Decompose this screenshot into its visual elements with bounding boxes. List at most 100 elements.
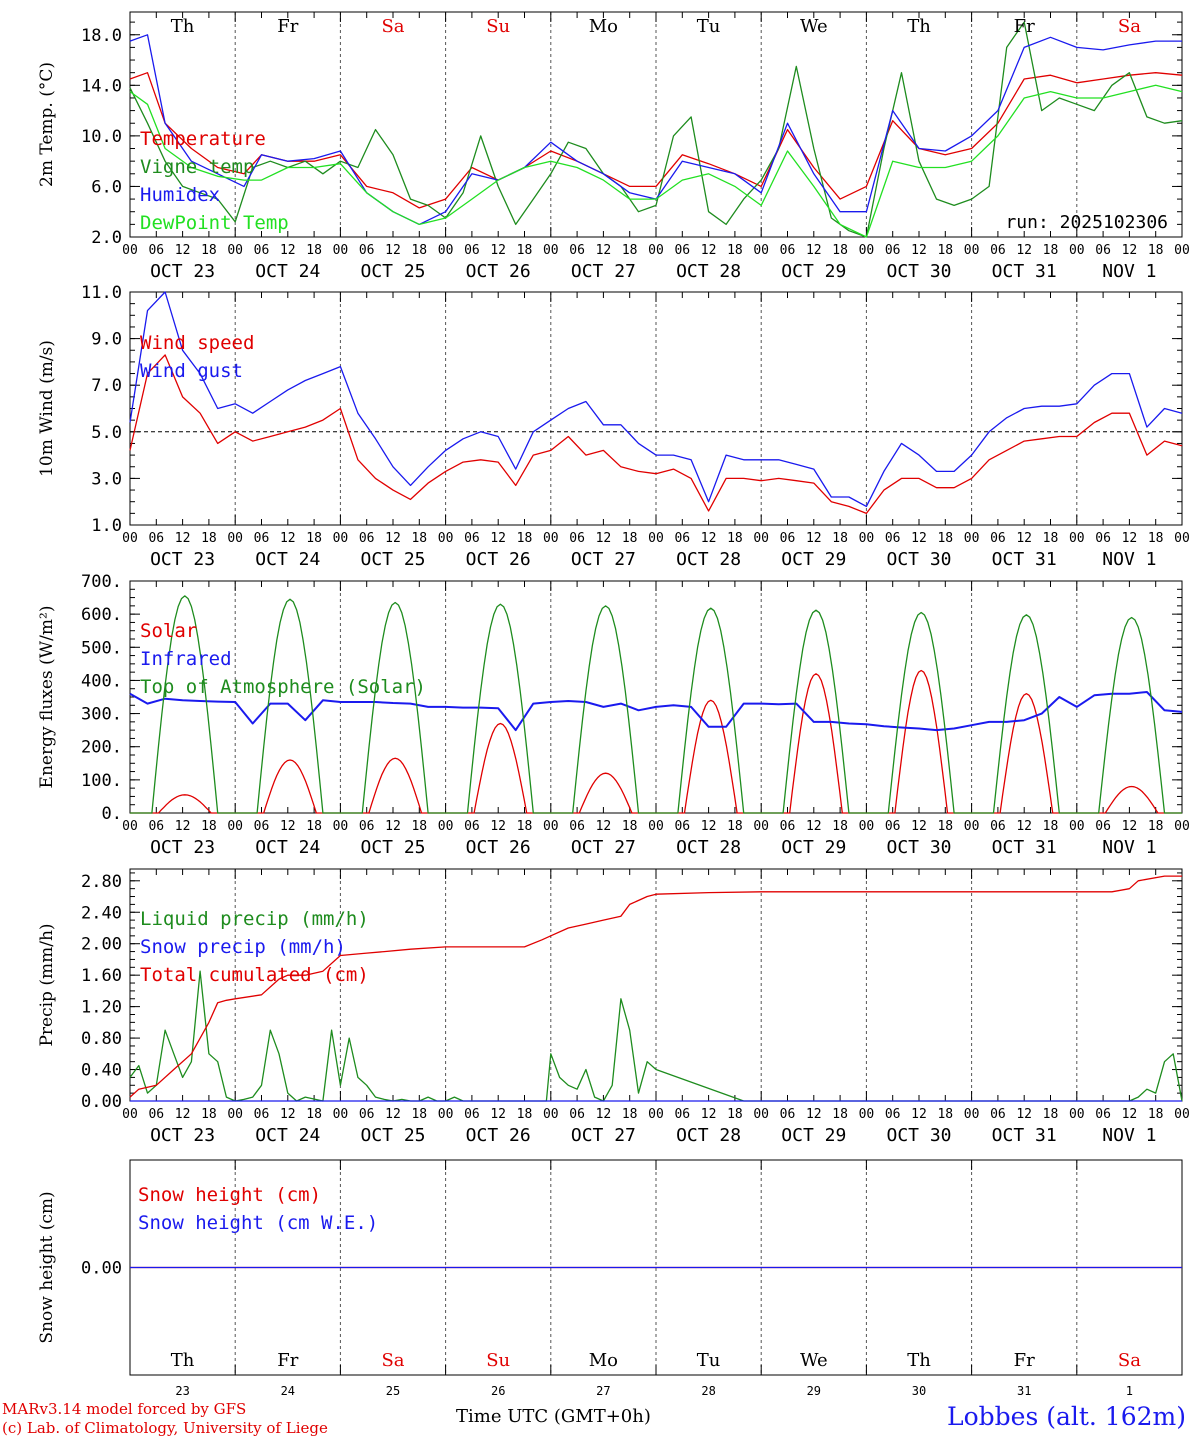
ytick-label: 0.80 [81,1029,122,1049]
hour-label: 18 [1043,819,1059,834]
hour-label: 12 [701,531,717,546]
hour-label: 12 [806,243,822,258]
hour-label: 00 [438,1107,454,1122]
hour-label: 00 [1069,819,1085,834]
legend-entry: Snow height (cm W.E.) [138,1212,378,1234]
hour-label: 00 [753,819,769,834]
date-label: OCT 31 [992,261,1057,282]
day-number: 26 [491,1384,505,1398]
hour-label: 18 [306,243,322,258]
hour-label: 00 [964,819,980,834]
legend-entry: DewPoint Temp [140,212,289,234]
hour-label: 00 [122,1107,138,1122]
ytick-label: 200. [81,738,122,758]
hour-label: 06 [674,243,690,258]
date-label: OCT 31 [992,837,1057,858]
day-name: Sa [1118,16,1141,37]
hour-label: 12 [911,819,927,834]
ytick-label: 9.0 [91,330,122,350]
hour-label: 12 [701,1107,717,1122]
hour-label: 18 [517,1107,533,1122]
hour-label: 06 [885,243,901,258]
hour-label: 18 [1148,819,1164,834]
hour-label: 00 [648,819,664,834]
series-line-total-cumulated-cm- [129,875,1182,1098]
date-label: NOV 1 [1102,261,1156,282]
legend-entry: Temperature [140,128,266,150]
hour-label: 00 [333,1107,349,1122]
hour-label: 00 [648,531,664,546]
hour-label: 00 [1174,243,1190,258]
hour-label: 00 [859,243,875,258]
legend-entry: Vigne temp [140,156,254,178]
series-line-dewpoint-temp [129,84,1183,238]
hour-label: 12 [806,1107,822,1122]
hour-label: 06 [359,531,375,546]
hour-label: 12 [911,243,927,258]
hour-label: 06 [990,531,1006,546]
footer-station: Lobbes (alt. 162m) [946,1402,1186,1431]
hour-label: 12 [280,531,296,546]
hour-label: 06 [148,819,164,834]
day-name: Th [171,16,195,37]
hour-label: 00 [753,1107,769,1122]
legend-entry: Snow precip (mm/h) [140,936,346,958]
series-line-infrared [129,691,1183,732]
hour-label: 12 [280,243,296,258]
hour-label: 18 [622,819,638,834]
hour-label: 18 [937,819,953,834]
hour-label: 18 [201,531,217,546]
hour-label: 06 [569,243,585,258]
series-line-wind-gust [129,291,1183,508]
hour-label: 06 [990,819,1006,834]
hour-label: 06 [885,819,901,834]
date-label: OCT 26 [466,261,531,282]
hour-label: 00 [333,243,349,258]
ylabel: 10m Wind (m/s) [37,340,57,477]
day-name: Sa [381,1350,404,1371]
hour-label: 00 [438,531,454,546]
ytick-label: 7.0 [91,376,122,396]
hour-label: 18 [832,1107,848,1122]
hour-label: 18 [1043,531,1059,546]
day-name: We [800,16,828,37]
hour-label: 00 [438,243,454,258]
hour-label: 18 [727,1107,743,1122]
hour-label: 06 [464,531,480,546]
hour-label: 00 [859,1107,875,1122]
ytick-label: 1.20 [81,998,122,1018]
hour-label: 18 [306,1107,322,1122]
ytick-label: 500. [81,638,122,658]
date-label: OCT 23 [150,1125,215,1146]
footer-lab: (c) Lab. of Climatology, University of L… [2,1419,328,1437]
hour-label: 12 [1016,1107,1032,1122]
date-label: OCT 29 [781,837,846,858]
date-label: OCT 23 [150,261,215,282]
hour-label: 12 [385,243,401,258]
hour-label: 06 [464,819,480,834]
hour-label: 18 [727,531,743,546]
hour-label: 00 [648,243,664,258]
date-label: OCT 24 [255,261,320,282]
date-label: NOV 1 [1102,1125,1156,1146]
hour-label: 18 [727,819,743,834]
hour-label: 06 [1095,819,1111,834]
hour-label: 18 [517,819,533,834]
day-number: 29 [807,1384,821,1398]
hour-label: 06 [254,531,270,546]
ylabel: Snow height (cm) [37,1191,57,1343]
ytick-label: 0. [102,804,122,824]
ylabel: 2m Temp. (°C) [37,62,57,187]
hour-label: 18 [1148,243,1164,258]
day-name: Mo [589,16,618,37]
ytick-label: 11.0 [81,283,122,303]
day-name: Sa [381,16,404,37]
hour-label: 00 [1069,1107,1085,1122]
date-label: OCT 26 [466,1125,531,1146]
hour-label: 12 [175,819,191,834]
hour-label: 12 [385,819,401,834]
hour-label: 12 [911,531,927,546]
date-label: OCT 24 [255,1125,320,1146]
ytick-label: 700. [81,572,122,592]
date-label: OCT 28 [676,549,741,570]
